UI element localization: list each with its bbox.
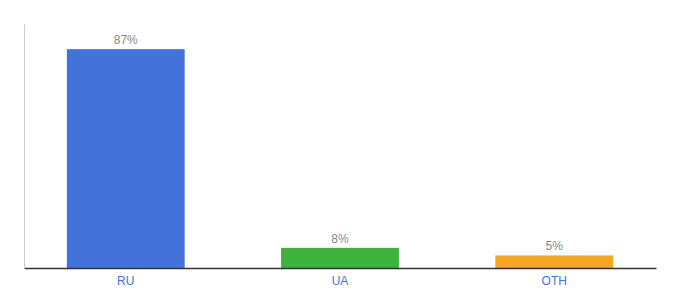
bars [67, 49, 613, 268]
x-axis-line [25, 268, 657, 270]
bar [281, 248, 399, 268]
data-label: 5% [546, 239, 564, 253]
chart-container: RU UA OTH 87% 8% 5% [0, 0, 680, 300]
plot-area: RU UA OTH 87% 8% 5% [25, 25, 657, 288]
bar [67, 49, 185, 268]
x-tick-label: UA [332, 274, 349, 288]
data-label: 8% [331, 232, 349, 246]
chart-svg: RU UA OTH 87% 8% 5% [0, 0, 680, 300]
x-tick-label: OTH [542, 274, 567, 288]
x-axis: RU UA OTH [25, 269, 657, 288]
x-tick: OTH [542, 274, 567, 288]
data-label: 87% [114, 33, 138, 47]
data-labels: 87% 8% 5% [114, 33, 563, 253]
bar [495, 255, 613, 268]
y-axis [24, 25, 25, 269]
x-tick-label: RU [117, 274, 134, 288]
y-axis-line [24, 25, 25, 269]
x-tick: UA [332, 274, 349, 288]
x-tick: RU [117, 274, 134, 288]
